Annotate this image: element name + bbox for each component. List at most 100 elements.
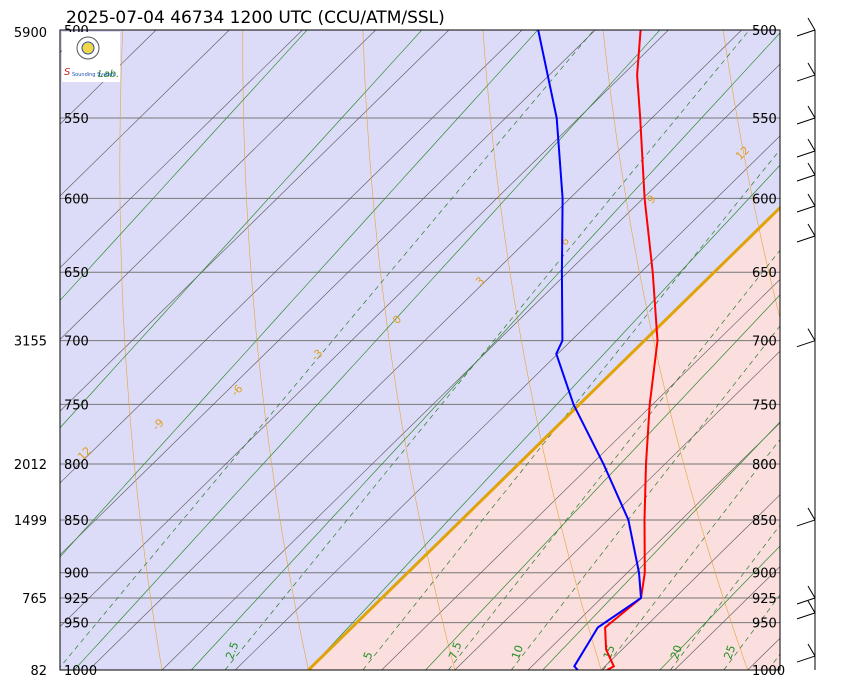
isotherm-line — [235, 135, 780, 670]
barb-shaft — [796, 174, 816, 182]
pressure-label: 700 — [752, 335, 777, 350]
dry-adiabat — [602, 30, 748, 670]
pressure-label: 650 — [64, 266, 89, 281]
wind-barb-icon — [796, 138, 816, 158]
mixing-ratio-label: 15 — [601, 643, 618, 661]
wind-barb-icon — [796, 105, 816, 125]
barb-shaft — [796, 340, 816, 348]
isotherm-line — [60, 30, 450, 412]
unstable-region — [60, 30, 780, 670]
moist-adiabat — [776, 666, 780, 670]
freezing-isotherm — [307, 205, 780, 670]
barb-feather — [807, 585, 816, 599]
mixing-ratio-lines — [60, 30, 780, 670]
isotherm-line — [60, 30, 376, 340]
wind-barbs — [796, 17, 816, 663]
stable-region — [308, 30, 780, 670]
height-label: 3155 — [14, 335, 47, 350]
barb-shaft — [796, 655, 816, 663]
mixing-ratio-line — [60, 30, 595, 668]
isotherm-line — [60, 30, 523, 484]
dry-adiabat — [837, 0, 850, 670]
profile-line — [537, 30, 643, 670]
mixing-ratio-labels: 2.5 5 7.5 10 15 20 25 — [223, 640, 738, 661]
wind-barb-icon — [796, 600, 816, 620]
isotherm-line — [821, 30, 850, 670]
chart-title: 2025-07-04 46734 1200 UTC (CCU/ATM/SSL) — [66, 8, 445, 28]
pressure-label: 550 — [64, 112, 89, 127]
wind-barb-icon — [796, 17, 816, 37]
moist-adiabat — [425, 294, 780, 670]
pressure-label: 900 — [64, 567, 89, 582]
wind-barb-icon — [796, 507, 816, 527]
wind-barb-icon — [796, 223, 816, 243]
pressure-label: 1000 — [64, 664, 97, 679]
mixing-ratio-line — [362, 149, 780, 670]
wind-barb-icon — [796, 193, 816, 213]
height-label: 5900 — [14, 26, 47, 41]
dry-adiabat-lines — [119, 0, 850, 670]
pressure-label: 1000 — [752, 664, 785, 679]
moist-adiabat — [659, 545, 780, 670]
moist-adiabat — [60, 30, 539, 558]
moist-adiabat — [73, 30, 661, 670]
isotherm-line — [0, 30, 10, 670]
barb-feather — [807, 600, 816, 614]
barb-feather — [807, 643, 816, 657]
moist-adiabat — [60, 30, 308, 301]
barb-feather — [807, 328, 816, 341]
moist-adiabat — [60, 30, 423, 429]
pressure-label: 600 — [752, 192, 777, 207]
pressure-label: 550 — [752, 112, 777, 127]
mixing-ratio-label: 25 — [721, 643, 738, 661]
isotherm-line — [60, 30, 303, 269]
height-labels: 5900 3155 2012 1499 765 82 — [14, 26, 47, 679]
barb-shaft — [796, 29, 816, 37]
pressure-label: 950 — [64, 617, 89, 632]
barb-feather — [807, 193, 816, 207]
barb-shaft — [796, 519, 816, 527]
pressure-label: 925 — [752, 592, 777, 607]
logo-lab: Lab. — [98, 69, 119, 80]
barb-feather — [807, 507, 816, 521]
mixing-ratio-label: 10 — [509, 643, 526, 661]
wind-barb-icon — [796, 585, 816, 605]
barb-shaft — [796, 150, 816, 158]
wind-barb-icon — [796, 643, 816, 663]
barb-feather — [807, 105, 816, 119]
mixing-ratio-label: 7.5 — [446, 640, 464, 661]
moist-adiabat — [191, 32, 780, 670]
pressure-label: 700 — [64, 335, 89, 350]
mixing-ratio-line — [224, 30, 750, 670]
dry-adiabat — [722, 30, 780, 320]
pressure-labels-right: 500 550 600 650 700 750 800 850 900 925 950 1000 — [752, 24, 785, 679]
pressure-label: 650 — [752, 266, 777, 281]
height-label: 82 — [30, 664, 47, 679]
pressure-label: 600 — [64, 192, 89, 207]
dry-adiabat — [362, 30, 456, 670]
isotherm-line — [60, 30, 669, 627]
pressure-label: 500 — [752, 24, 777, 39]
moist-adiabat — [542, 421, 780, 670]
wind-barb-icon — [796, 62, 816, 82]
mixing-ratio-line — [448, 249, 780, 670]
barb-feather — [807, 17, 816, 31]
wind-barb-icon — [796, 328, 816, 348]
isotherm-line — [454, 350, 780, 670]
height-label: 2012 — [14, 458, 47, 473]
mixing-ratio-label: 20 — [668, 643, 685, 661]
pressure-label: 850 — [64, 514, 89, 529]
logo-small: Sounding System — [72, 72, 116, 78]
pressure-label: 800 — [64, 458, 89, 473]
barb-feather — [807, 138, 816, 152]
barb-feather — [807, 223, 816, 237]
sounding-profiles — [537, 30, 659, 670]
barb-feather — [807, 162, 816, 176]
barb-shaft — [796, 205, 816, 213]
profile-line — [604, 30, 659, 670]
isotherm-line — [88, 30, 742, 670]
pressure-label: 900 — [752, 567, 777, 582]
isotherm-line — [161, 63, 780, 670]
